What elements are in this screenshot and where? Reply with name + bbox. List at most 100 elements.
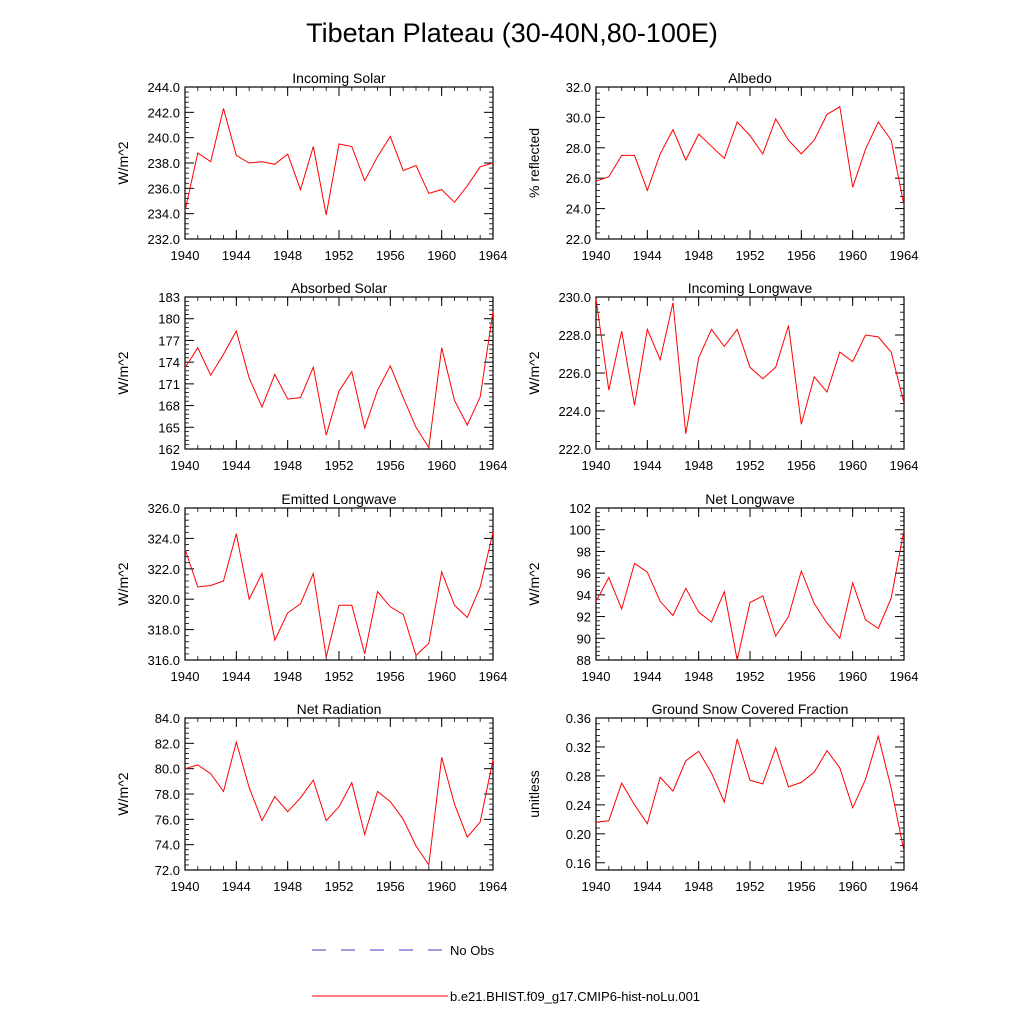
x-tick-label: 1964 <box>890 248 919 263</box>
x-tick-label: 1940 <box>171 669 200 684</box>
y-tick-label: 238.0 <box>147 156 180 171</box>
y-tick-label: 98 <box>577 544 591 559</box>
x-tick-label: 1952 <box>736 248 765 263</box>
y-tick-label: 320.0 <box>147 592 180 607</box>
series-line <box>595 529 905 661</box>
x-tick-label: 1956 <box>787 669 816 684</box>
panel-title: Absorbed Solar <box>291 280 388 296</box>
y-tick-label: 72.0 <box>155 863 180 878</box>
panel-2: 1940 1944 1948 1952 1956 1960 1964 22.0 24.0 26.0… <box>526 70 918 263</box>
plot-frame <box>595 507 905 661</box>
panel-title: Emitted Longwave <box>281 491 396 507</box>
y-tick-label: 0.24 <box>566 798 591 813</box>
y-tick-label: 234.0 <box>147 207 180 222</box>
plot-frame <box>184 86 494 240</box>
x-tick-label: 1960 <box>838 458 867 473</box>
panel-title: Ground Snow Covered Fraction <box>652 701 849 717</box>
x-tick-label: 1948 <box>684 458 713 473</box>
y-tick-label: 180 <box>158 312 180 327</box>
x-tick-label: 1964 <box>479 458 508 473</box>
y-tick-label: 28.0 <box>566 141 591 156</box>
series-line <box>184 532 494 658</box>
x-tick-label: 1944 <box>633 458 662 473</box>
y-tick-label: 82.0 <box>155 736 180 751</box>
x-tick-label: 1952 <box>325 458 354 473</box>
y-tick-label: 226.0 <box>558 366 591 381</box>
y-tick-label: 228.0 <box>558 328 591 343</box>
y-tick-label: 322.0 <box>147 562 180 577</box>
y-tick-label: 165 <box>158 420 180 435</box>
y-tick-label: 96 <box>577 566 591 581</box>
y-axis-label: W/m^2 <box>115 562 131 605</box>
panel-title: Incoming Solar <box>292 70 386 86</box>
y-tick-label: 171 <box>158 377 180 392</box>
x-tick-label: 1960 <box>838 669 867 684</box>
series-line <box>184 108 494 215</box>
y-tick-label: 0.16 <box>566 856 591 871</box>
x-tick-label: 1948 <box>684 879 713 894</box>
x-tick-label: 1956 <box>787 248 816 263</box>
y-tick-label: 94 <box>577 588 591 603</box>
y-tick-label: 76.0 <box>155 812 180 827</box>
series-line <box>184 740 494 867</box>
x-tick-label: 1940 <box>582 248 611 263</box>
x-tick-label: 1952 <box>736 879 765 894</box>
x-tick-label: 1964 <box>479 879 508 894</box>
y-axis-label: W/m^2 <box>115 772 131 815</box>
x-tick-label: 1964 <box>890 879 919 894</box>
y-tick-label: 74.0 <box>155 838 180 853</box>
x-tick-label: 1952 <box>325 248 354 263</box>
y-tick-label: 244.0 <box>147 80 180 95</box>
y-tick-label: 324.0 <box>147 531 180 546</box>
x-tick-label: 1944 <box>633 248 662 263</box>
y-tick-label: 318.0 <box>147 623 180 638</box>
series-line <box>184 311 494 450</box>
panel-title: Albedo <box>728 70 772 86</box>
y-tick-label: 100 <box>569 523 591 538</box>
y-tick-label: 230.0 <box>558 290 591 305</box>
x-tick-label: 1960 <box>838 879 867 894</box>
y-tick-label: 30.0 <box>566 110 591 125</box>
panel-6: 1940 1944 1948 1952 1956 1960 1964 88 90 92 94 96 98… <box>526 491 918 684</box>
panel-title: Net Radiation <box>297 701 382 717</box>
y-tick-label: 0.36 <box>566 711 591 726</box>
y-tick-label: 0.32 <box>566 740 591 755</box>
x-tick-label: 1940 <box>582 879 611 894</box>
series-line <box>595 298 905 434</box>
x-tick-label: 1956 <box>376 879 405 894</box>
panel-title: Incoming Longwave <box>688 280 813 296</box>
plot-frame <box>184 296 494 450</box>
y-tick-label: 316.0 <box>147 653 180 668</box>
y-tick-label: 224.0 <box>558 404 591 419</box>
y-tick-label: 168 <box>158 399 180 414</box>
plot-frame <box>595 296 905 450</box>
y-tick-label: 88 <box>577 653 591 668</box>
x-tick-label: 1952 <box>325 669 354 684</box>
x-tick-label: 1964 <box>479 248 508 263</box>
y-axis-label: W/m^2 <box>115 351 131 394</box>
series-line <box>595 105 905 206</box>
x-tick-label: 1940 <box>171 879 200 894</box>
legend-model-label: b.e21.BHIST.f09_g17.CMIP6-hist-noLu.001 <box>450 989 700 1004</box>
series-line <box>595 734 905 852</box>
y-tick-label: 240.0 <box>147 131 180 146</box>
y-tick-label: 0.28 <box>566 769 591 784</box>
panels: 1940 1944 1948 1952 1956 1960 1964 232.0 234.0 23… <box>115 70 918 894</box>
x-tick-label: 1940 <box>171 458 200 473</box>
x-tick-label: 1952 <box>325 879 354 894</box>
x-tick-label: 1964 <box>479 669 508 684</box>
figure-title: Tibetan Plateau (30-40N,80-100E) <box>306 18 718 48</box>
y-tick-label: 177 <box>158 333 180 348</box>
x-tick-label: 1948 <box>273 248 302 263</box>
x-tick-label: 1964 <box>890 669 919 684</box>
panel-4: 1940 1944 1948 1952 1956 1960 1964 222.0 224.0 22… <box>526 280 918 473</box>
x-tick-label: 1960 <box>427 879 456 894</box>
panel-5: 1940 1944 1948 1952 1956 1960 1964 316.0 318.0 32… <box>115 491 507 684</box>
x-tick-label: 1948 <box>273 879 302 894</box>
y-tick-label: 32.0 <box>566 80 591 95</box>
x-tick-label: 1944 <box>222 248 251 263</box>
y-tick-label: 162 <box>158 442 180 457</box>
y-tick-label: 326.0 <box>147 501 180 516</box>
panel-1: 1940 1944 1948 1952 1956 1960 1964 232.0 234.0 23… <box>115 70 507 263</box>
